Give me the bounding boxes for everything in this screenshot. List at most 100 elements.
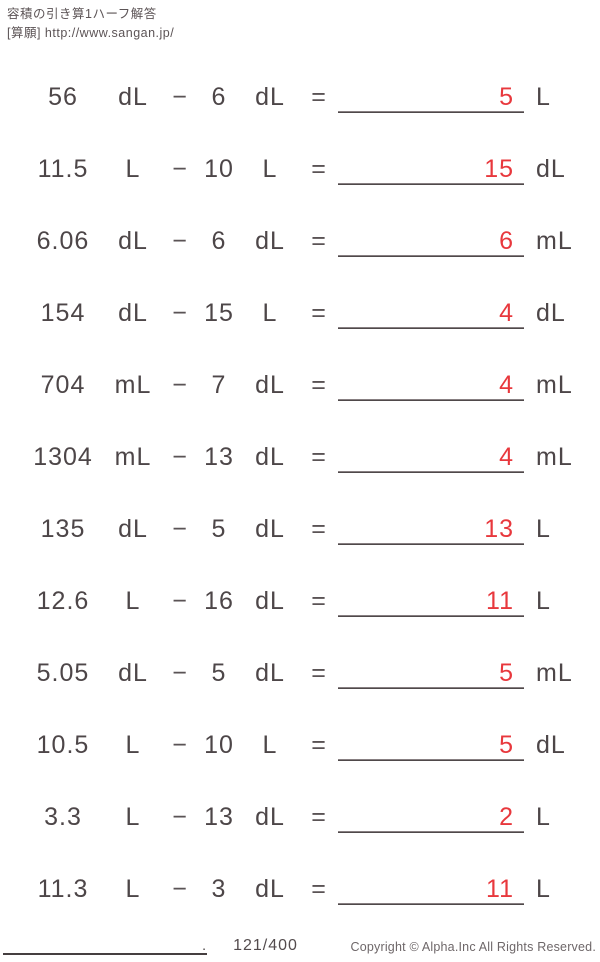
problem-row: 1304 mL − 13 dL = 4 mL (0, 421, 600, 493)
equals-sign: = (311, 730, 327, 759)
problem-row: 704 mL − 7 dL = 4 mL (0, 349, 600, 421)
equals-sign: = (311, 82, 327, 111)
answer-blank: 5 (338, 657, 524, 689)
operand2-unit: dL (255, 586, 285, 615)
answer-blank: 15 (338, 153, 524, 185)
operand1: 154 (40, 298, 86, 327)
minus-operator: − (172, 586, 188, 615)
answer-unit: dL (536, 730, 566, 759)
answer-unit: L (536, 802, 551, 831)
operand1: 10.5 (36, 730, 90, 759)
operand1-unit: dL (118, 298, 148, 327)
name-line-period: . (202, 937, 206, 953)
equals-sign: = (311, 802, 327, 831)
answer-blank: 13 (338, 513, 524, 545)
equals-sign: = (311, 586, 327, 615)
operand2-unit: dL (255, 874, 285, 903)
answer-blank: 6 (338, 225, 524, 257)
problem-row: 11.5 L − 10 L = 15 dL (0, 133, 600, 205)
operand2-unit: dL (255, 226, 285, 255)
operand2-unit: L (262, 154, 278, 183)
site-credit: [算願] http://www.sangan.jp/ (7, 25, 175, 40)
operand1: 704 (40, 370, 86, 399)
minus-operator: − (172, 658, 188, 687)
answer-unit: dL (536, 298, 566, 327)
operand1: 56 (48, 82, 78, 111)
problem-row: 5.05 dL − 5 dL = 5 mL (0, 637, 600, 709)
minus-operator: − (172, 370, 188, 399)
operand1-unit: L (125, 154, 141, 183)
operand2: 5 (211, 514, 227, 543)
problem-row: 11.3 L − 3 dL = 11 L (0, 853, 600, 925)
operand1: 5.05 (36, 658, 90, 687)
answer-unit: mL (536, 658, 573, 687)
answer-blank: 4 (338, 369, 524, 401)
operand2: 6 (211, 82, 227, 111)
answer-blank: 2 (338, 801, 524, 833)
name-line: . (3, 929, 207, 955)
operand1-unit: L (125, 802, 141, 831)
operand2: 13 (204, 802, 234, 831)
equals-sign: = (311, 442, 327, 471)
operand2: 3 (211, 874, 227, 903)
equals-sign: = (311, 298, 327, 327)
problem-row: 135 dL − 5 dL = 13 L (0, 493, 600, 565)
equals-sign: = (311, 154, 327, 183)
problem-row: 3.3 L − 13 dL = 2 L (0, 781, 600, 853)
minus-operator: − (172, 730, 188, 759)
problem-row: 56 dL − 6 dL = 5 L (0, 61, 600, 133)
minus-operator: − (172, 442, 188, 471)
operand2: 10 (204, 730, 234, 759)
operand2: 10 (204, 154, 234, 183)
operand2-unit: dL (255, 514, 285, 543)
operand2: 13 (204, 442, 234, 471)
operand2: 5 (211, 658, 227, 687)
answer-unit: mL (536, 370, 573, 399)
answer-blank: 4 (338, 441, 524, 473)
answer-unit: L (536, 874, 551, 903)
copyright-text: Copyright © Alpha.Inc All Rights Reserve… (350, 940, 596, 954)
minus-operator: − (172, 874, 188, 903)
answer-blank: 5 (338, 729, 524, 761)
operand1: 11.5 (37, 154, 89, 183)
operand1: 1304 (33, 442, 93, 471)
operand1: 3.3 (44, 802, 82, 831)
answer-unit: L (536, 82, 551, 111)
operand1: 135 (40, 514, 86, 543)
operand2: 7 (211, 370, 227, 399)
minus-operator: − (172, 802, 188, 831)
operand2-unit: L (262, 730, 278, 759)
worksheet-title: 容積の引き算1ハーフ解答 (7, 7, 157, 21)
operand2-unit: L (262, 298, 278, 327)
operand1-unit: dL (118, 82, 148, 111)
operand1-unit: dL (118, 514, 148, 543)
operand2-unit: dL (255, 658, 285, 687)
problem-row: 10.5 L − 10 L = 5 dL (0, 709, 600, 781)
problem-list: 56 dL − 6 dL = 5 L 11.5 L − 10 L = 15 dL… (0, 61, 600, 925)
answer-unit: mL (536, 442, 573, 471)
operand1: 6.06 (36, 226, 90, 255)
problem-row: 6.06 dL − 6 dL = 6 mL (0, 205, 600, 277)
operand1-unit: L (125, 730, 141, 759)
equals-sign: = (311, 226, 327, 255)
page-indicator: 121/400 (233, 937, 298, 954)
operand2: 6 (211, 226, 227, 255)
operand1-unit: dL (118, 226, 148, 255)
operand1-unit: L (125, 586, 141, 615)
answer-unit: mL (536, 226, 573, 255)
answer-blank: 11 (338, 585, 524, 617)
equals-sign: = (311, 514, 327, 543)
operand1: 12.6 (36, 586, 90, 615)
equals-sign: = (311, 658, 327, 687)
equals-sign: = (311, 874, 327, 903)
operand1-unit: L (125, 874, 141, 903)
problem-row: 154 dL − 15 L = 4 dL (0, 277, 600, 349)
operand2-unit: dL (255, 370, 285, 399)
minus-operator: − (172, 226, 188, 255)
operand2-unit: dL (255, 442, 285, 471)
answer-unit: L (536, 586, 551, 615)
minus-operator: − (172, 514, 188, 543)
answer-unit: dL (536, 154, 566, 183)
minus-operator: − (172, 298, 188, 327)
